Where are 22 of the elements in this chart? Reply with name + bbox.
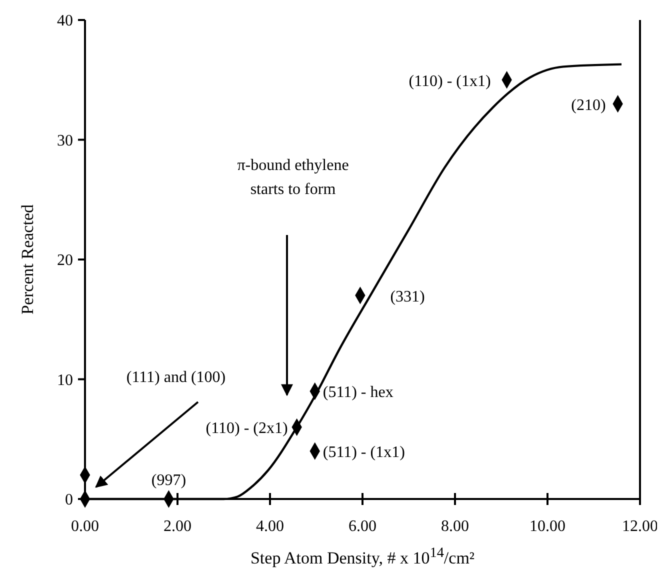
annotation: (110) - (1x1) <box>408 72 491 90</box>
annotation: (210) <box>571 96 606 114</box>
x-tick-label: 10.00 <box>530 518 566 535</box>
annotation: (511) - (1x1) <box>322 444 405 462</box>
x-tick-label: 4.00 <box>256 518 284 535</box>
y-tick-label: 20 <box>57 252 73 270</box>
annotation: (111) and (100) <box>126 369 226 386</box>
y-tick-label: 40 <box>57 12 73 30</box>
annotation: π-bound ethylene starts to form <box>237 157 349 198</box>
x-tick-label: 6.00 <box>348 518 376 535</box>
annotation: (110) - (2x1) <box>206 420 288 438</box>
y-axis-title: Percent Reacted <box>18 204 37 314</box>
annotation: (331) <box>390 288 425 306</box>
y-tick-label: 30 <box>57 132 73 150</box>
y-tick-label: 0 <box>65 492 73 509</box>
x-axis-title: Step Atom Density, # x 10$^{14}$/cm² <box>249 545 476 569</box>
x-tick-label: 2.00 <box>164 518 192 535</box>
y-tick-label: 10 <box>57 372 73 389</box>
annotation: (511) - hex <box>322 384 394 402</box>
annotation: (997) <box>151 472 186 489</box>
x-tick-label: 8.00 <box>441 518 469 535</box>
x-tick-label: 0.00 <box>71 518 99 535</box>
